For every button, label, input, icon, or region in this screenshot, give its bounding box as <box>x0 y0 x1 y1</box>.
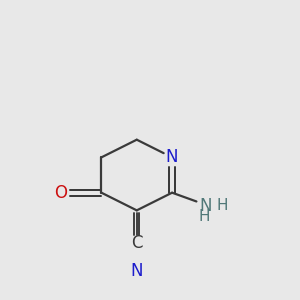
Text: N: N <box>166 148 178 166</box>
Text: H: H <box>216 198 228 213</box>
Text: C: C <box>131 234 142 252</box>
Text: N: N <box>130 262 143 280</box>
Text: N: N <box>200 197 212 215</box>
Text: O: O <box>54 184 67 202</box>
Text: H: H <box>199 209 210 224</box>
